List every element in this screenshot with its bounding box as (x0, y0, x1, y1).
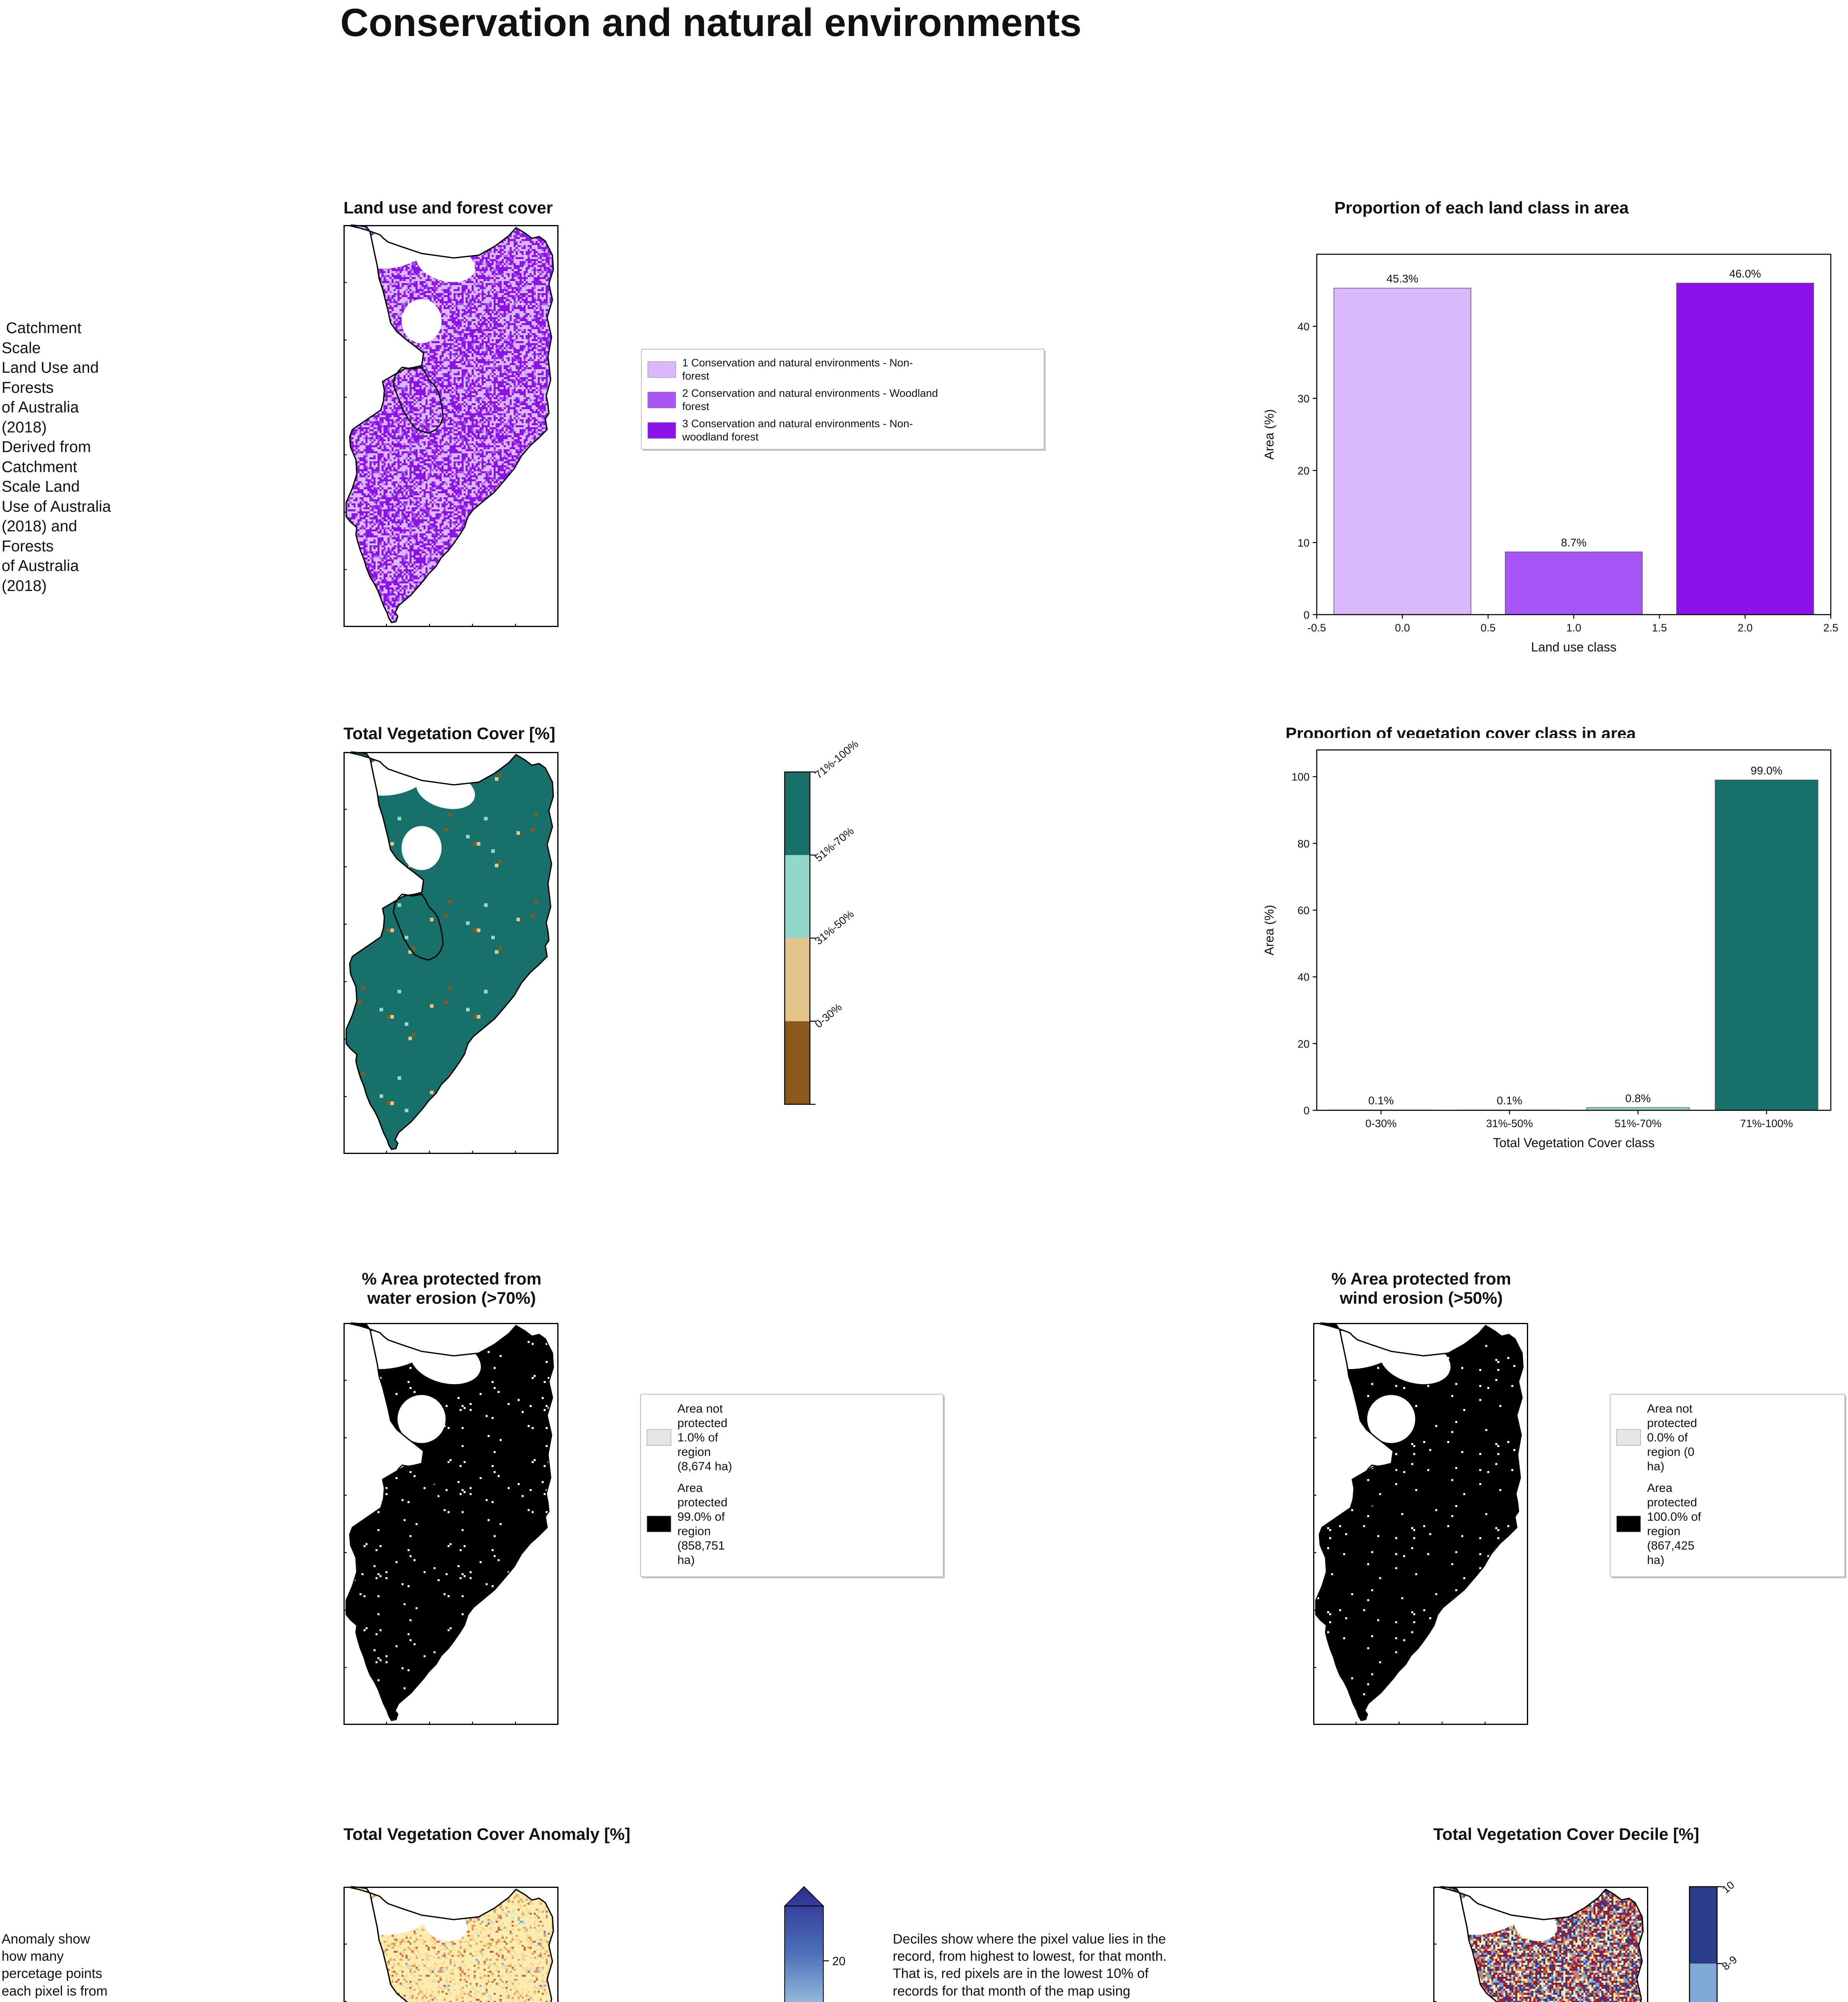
svg-text:0-30%: 0-30% (813, 1001, 844, 1030)
svg-text:71%-100%: 71%-100% (1740, 1118, 1793, 1130)
svg-text:Total Vegetation Cover class: Total Vegetation Cover class (1493, 1136, 1655, 1150)
svg-text:protected: protected (677, 1496, 727, 1509)
svg-text:Area (%): Area (%) (1265, 905, 1276, 955)
svg-text:-0.5: -0.5 (1308, 622, 1326, 634)
svg-text:Area not: Area not (677, 1402, 723, 1415)
svg-text:60: 60 (1298, 905, 1310, 917)
svg-text:(858,751: (858,751 (677, 1539, 725, 1552)
svg-text:0.1%: 0.1% (1497, 1094, 1523, 1107)
svg-text:0: 0 (1304, 609, 1310, 621)
svg-text:Area: Area (677, 1481, 703, 1495)
svg-text:20: 20 (1298, 1038, 1310, 1050)
svg-text:forest: forest (682, 370, 709, 382)
svg-text:30: 30 (1298, 393, 1310, 405)
svg-text:51%-70%: 51%-70% (1615, 1118, 1661, 1130)
svg-text:ha): ha) (1647, 1554, 1664, 1567)
svg-text:0.1%: 0.1% (1368, 1094, 1394, 1107)
svg-text:region: region (1647, 1525, 1680, 1538)
svg-text:10: 10 (1298, 537, 1310, 549)
svg-text:0.8%: 0.8% (1625, 1092, 1651, 1104)
svg-text:region (0: region (0 (1647, 1445, 1694, 1459)
svg-text:protected: protected (677, 1417, 727, 1430)
svg-text:20: 20 (832, 1955, 846, 1968)
svg-text:1.5: 1.5 (1652, 622, 1667, 634)
svg-text:ha): ha) (677, 1554, 695, 1567)
svg-text:46.0%: 46.0% (1729, 267, 1761, 280)
svg-text:0.0% of: 0.0% of (1647, 1431, 1688, 1444)
svg-text:45.3%: 45.3% (1386, 273, 1418, 285)
svg-text:0.5: 0.5 (1480, 622, 1496, 634)
svg-text:40: 40 (1298, 971, 1310, 983)
svg-text:forest: forest (682, 400, 709, 412)
svg-text:protected: protected (1647, 1496, 1697, 1509)
svg-text:0.0: 0.0 (1395, 622, 1410, 634)
svg-text:(8,674 ha): (8,674 ha) (677, 1460, 732, 1473)
svg-text:Area: Area (1647, 1481, 1673, 1495)
svg-text:Area not: Area not (1647, 1402, 1693, 1415)
svg-text:31%-50%: 31%-50% (813, 908, 856, 947)
svg-text:40: 40 (1298, 321, 1310, 333)
svg-text:Area (%): Area (%) (1265, 409, 1276, 460)
svg-text:31%-50%: 31%-50% (1486, 1118, 1533, 1130)
svg-text:3 Conservation and natural env: 3 Conservation and natural environments … (682, 418, 913, 430)
svg-text:99.0% of: 99.0% of (677, 1510, 725, 1524)
svg-text:20: 20 (1298, 465, 1310, 477)
svg-text:Land use class: Land use class (1531, 640, 1616, 654)
svg-text:0-30%: 0-30% (1365, 1118, 1396, 1130)
svg-text:ha): ha) (1647, 1460, 1664, 1473)
svg-text:99.0%: 99.0% (1751, 764, 1782, 777)
svg-text:51%-70%: 51%-70% (813, 825, 856, 864)
svg-text:1 Conservation and natural env: 1 Conservation and natural environments … (682, 357, 913, 369)
svg-text:woodland forest: woodland forest (682, 431, 759, 443)
svg-text:1.0: 1.0 (1566, 622, 1581, 634)
svg-text:8.7%: 8.7% (1561, 536, 1587, 549)
svg-text:region: region (677, 1525, 711, 1538)
svg-text:8-9: 8-9 (1720, 1954, 1740, 1973)
svg-text:1.0% of: 1.0% of (677, 1431, 718, 1444)
svg-text:100: 100 (1292, 771, 1310, 783)
svg-text:100.0% of: 100.0% of (1647, 1510, 1701, 1524)
svg-text:region: region (677, 1445, 711, 1459)
svg-text:0: 0 (1304, 1105, 1310, 1117)
svg-text:(867,425: (867,425 (1647, 1539, 1694, 1552)
svg-text:protected: protected (1647, 1417, 1697, 1430)
svg-text:2.0: 2.0 (1738, 622, 1753, 634)
svg-text:10: 10 (1720, 1879, 1737, 1895)
svg-text:71%-100%: 71%-100% (813, 738, 861, 781)
svg-text:2 Conservation and natural env: 2 Conservation and natural environments … (682, 387, 938, 399)
svg-text:2.5: 2.5 (1823, 622, 1838, 634)
svg-text:80: 80 (1298, 838, 1310, 850)
